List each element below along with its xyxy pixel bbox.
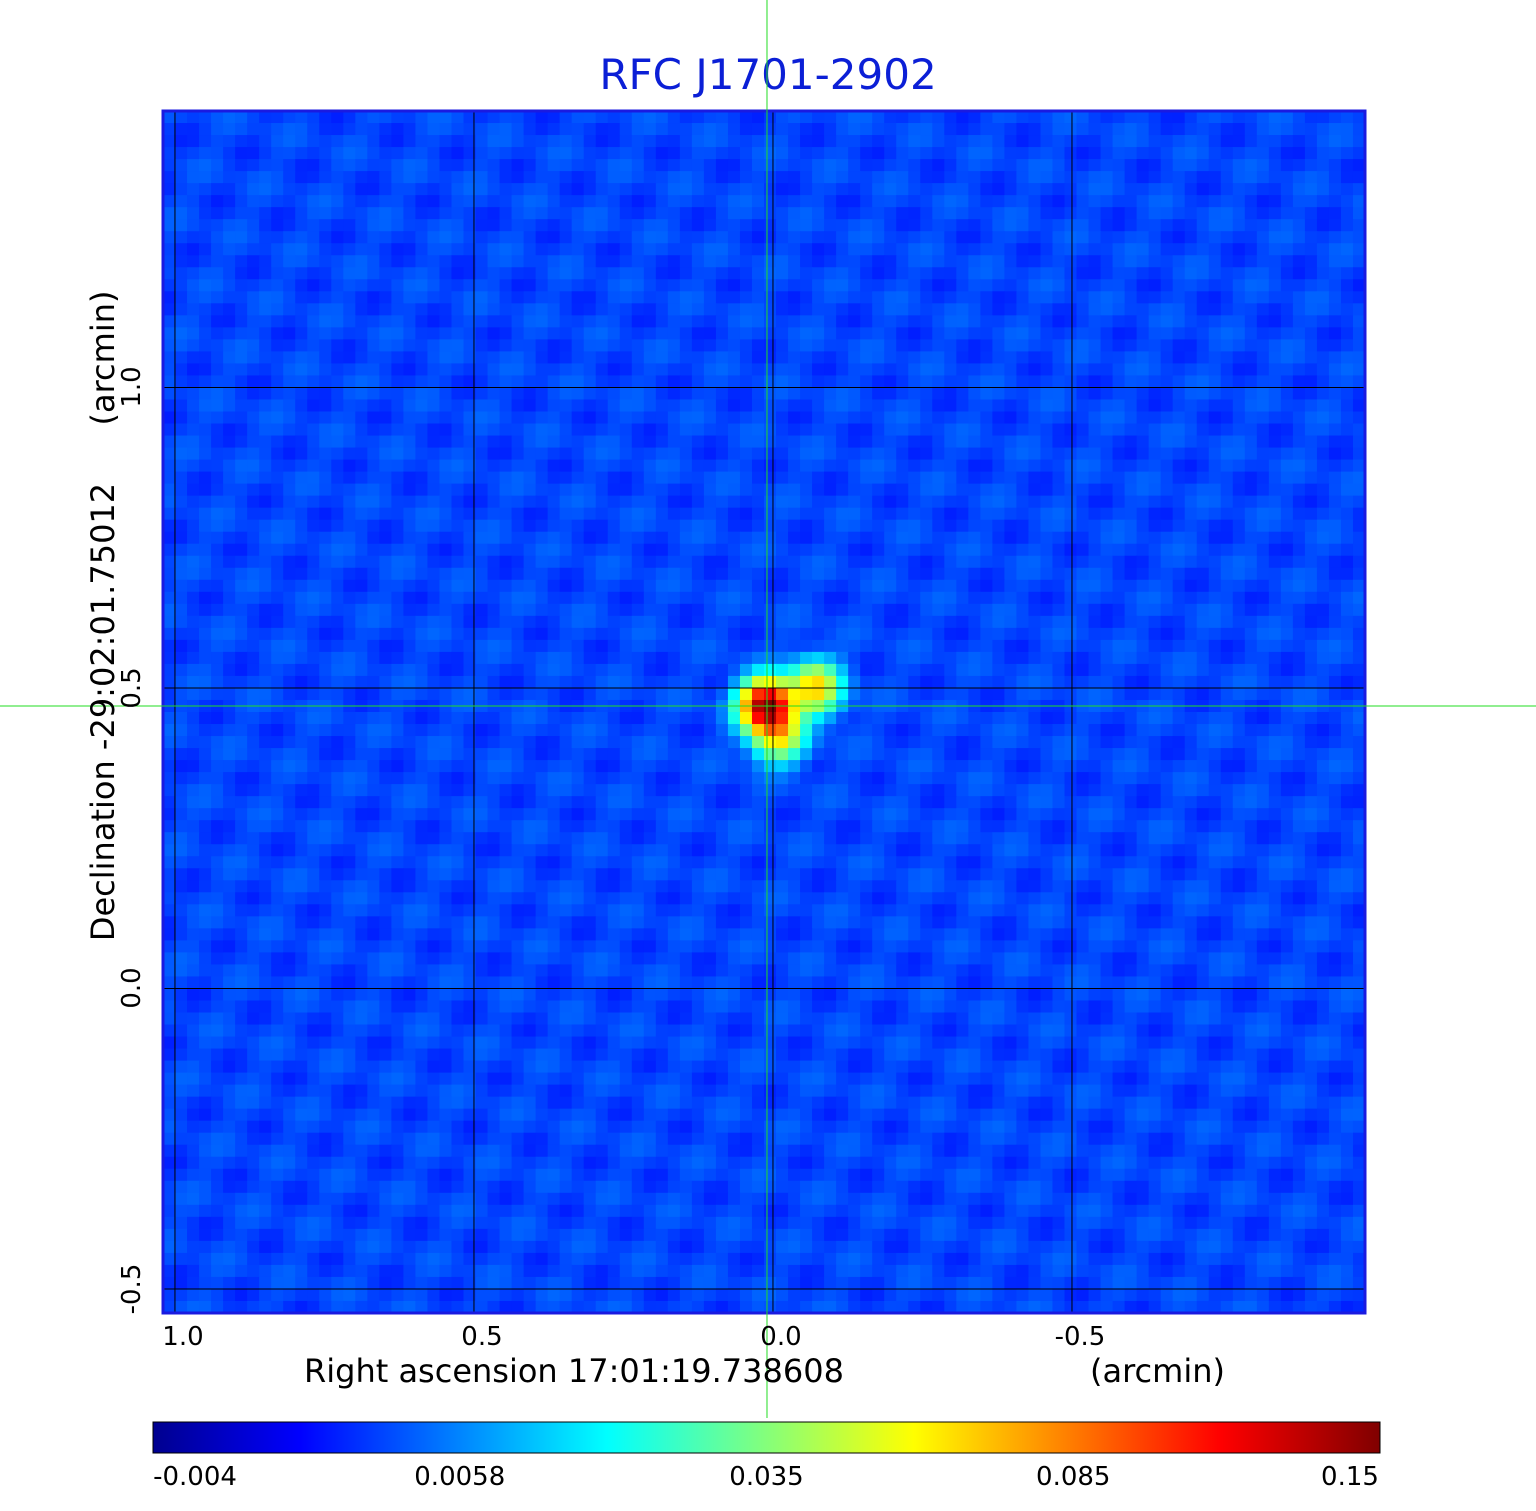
colorbar-tick-label: 0.15	[1321, 1462, 1379, 1492]
chart-title: RFC J1701-2902	[599, 50, 937, 99]
colorbar-tick-label: -0.004	[153, 1462, 237, 1492]
x-axis-unit: (arcmin)	[1090, 1352, 1225, 1390]
x-tick-label: 1.0	[162, 1322, 204, 1352]
colorbar-tick-label: 0.085	[1036, 1462, 1111, 1492]
intensity-map	[163, 111, 1366, 1314]
x-tick-label: 0.0	[760, 1322, 802, 1352]
crosshair	[0, 0, 1536, 1418]
colorbar-tick-label: 0.035	[729, 1462, 804, 1492]
y-axis-label: Declination -29:02:01.75012	[84, 482, 122, 942]
y-tick-label: -0.5	[117, 1263, 147, 1315]
colorbar-tick-label: 0.0058	[414, 1462, 506, 1492]
x-axis-label: Right ascension 17:01:19.738608	[304, 1352, 844, 1390]
grid-lines	[163, 111, 1365, 1313]
y-tick-label: 0.0	[117, 967, 147, 1010]
x-tick-label: -0.5	[1054, 1322, 1106, 1352]
colorbar	[152, 1421, 1381, 1454]
y-axis-unit: (arcmin)	[84, 290, 122, 426]
plot-frame	[161, 109, 1367, 1315]
x-tick-label: 0.5	[461, 1322, 503, 1352]
